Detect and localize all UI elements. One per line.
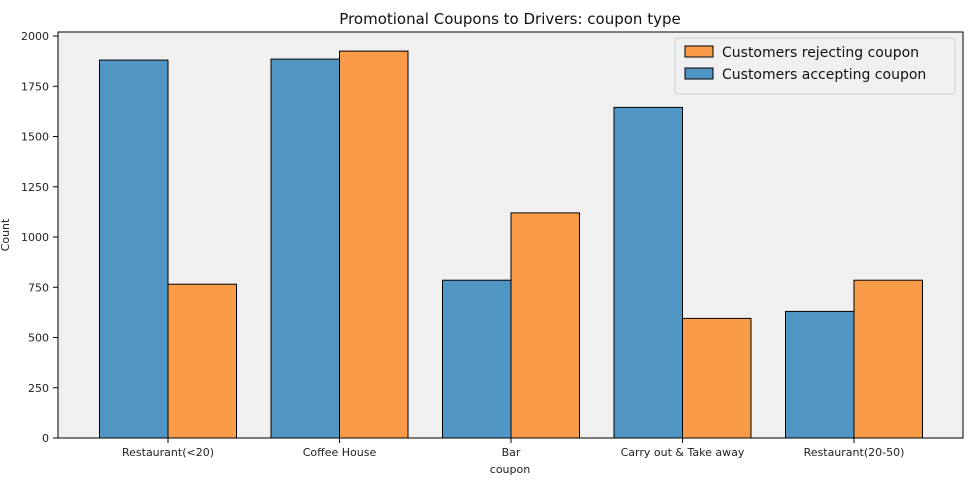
y-tick-label-1: 250 xyxy=(28,382,49,395)
y-tick-label-5: 1250 xyxy=(21,181,49,194)
y-tick-label-2: 500 xyxy=(28,332,49,345)
x-tick-label-0: Restaurant(<20) xyxy=(122,446,214,459)
legend: Customers rejecting coupon Customers acce… xyxy=(674,37,956,95)
y-tick-label-7: 1750 xyxy=(21,80,49,93)
y-tick-label-4: 1000 xyxy=(21,231,49,244)
legend-label-0: Customers rejecting coupon xyxy=(722,45,919,61)
bar-accepting-4 xyxy=(785,310,855,439)
legend-label-1: Customers accepting coupon xyxy=(722,67,926,83)
x-tick-label-4: Restaurant(20-50) xyxy=(804,446,905,459)
bars-layer xyxy=(99,50,923,439)
x-tick-label-3: Carry out & Take away xyxy=(621,446,745,459)
bar-accepting-1 xyxy=(270,58,340,439)
bar-rejecting-4 xyxy=(853,279,923,439)
bar-rejecting-1 xyxy=(339,50,409,439)
y-tick-label-0: 0 xyxy=(42,432,49,445)
chart-title: Promotional Coupons to Drivers: coupon t… xyxy=(339,10,680,28)
x-axis-label: coupon xyxy=(490,463,530,476)
y-tick-label-6: 1500 xyxy=(21,131,49,144)
bar-rejecting-2 xyxy=(510,212,580,439)
legend-box xyxy=(674,37,956,95)
y-axis: 0 250 500 750 1000 1250 1500 1750 2000 xyxy=(21,30,58,445)
x-axis: Restaurant(<20) Coffee House Bar Carry out … xyxy=(122,438,904,459)
bar-accepting-0 xyxy=(99,59,169,439)
legend-swatch-1 xyxy=(684,67,714,80)
bar-accepting-3 xyxy=(613,106,683,439)
x-tick-label-1: Coffee House xyxy=(303,446,377,459)
x-tick-label-2: Bar xyxy=(502,446,521,459)
bar-rejecting-3 xyxy=(682,317,752,439)
legend-swatch-0 xyxy=(684,45,714,58)
bar-rejecting-0 xyxy=(167,283,237,439)
y-tick-label-3: 750 xyxy=(28,281,49,294)
y-tick-label-8: 2000 xyxy=(21,30,49,43)
y-axis-label: Count xyxy=(0,218,12,251)
bar-accepting-2 xyxy=(442,279,512,439)
